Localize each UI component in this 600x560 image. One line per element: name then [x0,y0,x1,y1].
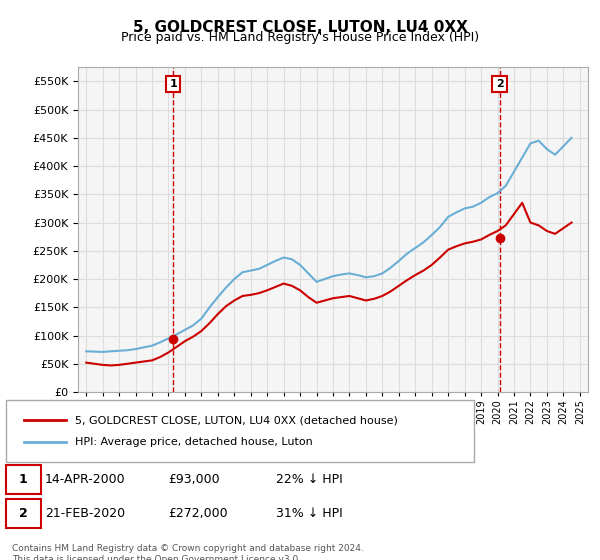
Text: 22% ↓ HPI: 22% ↓ HPI [276,473,343,487]
Text: £272,000: £272,000 [168,507,227,520]
Text: 1: 1 [19,473,28,487]
Text: 2: 2 [496,79,503,89]
Text: HPI: Average price, detached house, Luton: HPI: Average price, detached house, Luto… [75,437,313,447]
Text: Contains HM Land Registry data © Crown copyright and database right 2024.
This d: Contains HM Land Registry data © Crown c… [12,544,364,560]
Text: 5, GOLDCREST CLOSE, LUTON, LU4 0XX (detached house): 5, GOLDCREST CLOSE, LUTON, LU4 0XX (deta… [75,415,398,425]
Text: 31% ↓ HPI: 31% ↓ HPI [276,507,343,520]
Text: 21-FEB-2020: 21-FEB-2020 [45,507,125,520]
Text: 2: 2 [19,507,28,520]
Text: 14-APR-2000: 14-APR-2000 [45,473,125,487]
Text: £93,000: £93,000 [168,473,220,487]
Text: Price paid vs. HM Land Registry's House Price Index (HPI): Price paid vs. HM Land Registry's House … [121,31,479,44]
Text: 5, GOLDCREST CLOSE, LUTON, LU4 0XX: 5, GOLDCREST CLOSE, LUTON, LU4 0XX [133,20,467,35]
Text: 1: 1 [169,79,177,89]
